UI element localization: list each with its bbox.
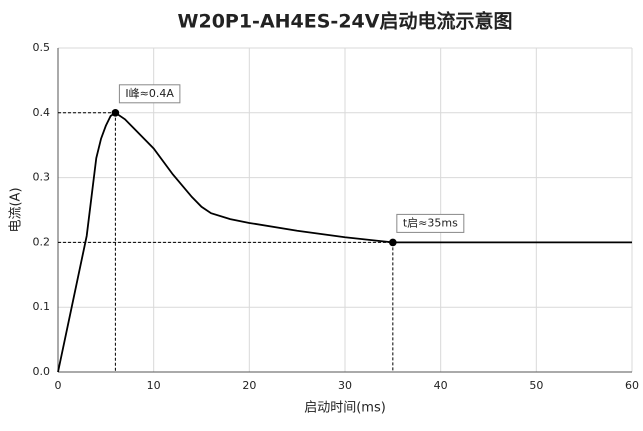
- x-tick-label: 0: [55, 379, 62, 392]
- y-tick-label: 0.2: [33, 235, 51, 248]
- x-axis-label: 启动时间(ms): [304, 401, 386, 416]
- x-tick-label: 20: [242, 379, 256, 392]
- x-tick-label: 50: [529, 379, 543, 392]
- marker: [111, 109, 120, 117]
- line: [57, 111, 632, 373]
- y-tick-label: 0.4: [33, 106, 51, 119]
- y-tick-label: 0.5: [33, 41, 51, 54]
- x-tick-label: 40: [434, 379, 448, 392]
- x-tick-label: 10: [147, 379, 161, 392]
- y-tick-label: 0.3: [33, 171, 51, 184]
- x-tick-label: 60: [625, 379, 639, 392]
- y-tick-label: 0.1: [33, 300, 51, 313]
- annotation: I峰≈0.4A: [125, 87, 174, 100]
- annotation: t启≈35ms: [403, 216, 458, 229]
- marker: [389, 238, 397, 247]
- annotation-box: [118, 84, 181, 104]
- chart-title: W20P1-AH4ES-24V启动电流示意图: [178, 10, 513, 33]
- annotation-box: [396, 213, 465, 233]
- y-tick-label: 0.0: [33, 365, 51, 378]
- x-tick-label: 30: [338, 379, 352, 392]
- y-axis-label: 电流(A): [9, 187, 24, 232]
